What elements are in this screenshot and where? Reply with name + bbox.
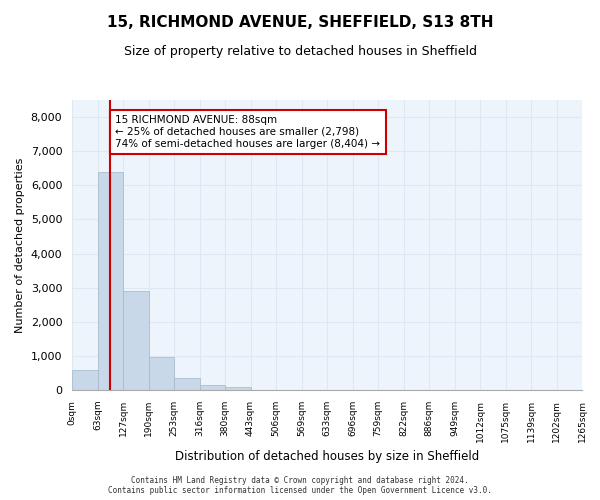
Text: 15, RICHMOND AVENUE, SHEFFIELD, S13 8TH: 15, RICHMOND AVENUE, SHEFFIELD, S13 8TH bbox=[107, 15, 493, 30]
Bar bbox=[97, 172, 123, 390]
Text: Contains HM Land Registry data © Crown copyright and database right 2024.
Contai: Contains HM Land Registry data © Crown c… bbox=[108, 476, 492, 495]
Bar bbox=[149, 357, 174, 390]
Text: Size of property relative to detached houses in Sheffield: Size of property relative to detached ho… bbox=[124, 45, 476, 58]
Y-axis label: Number of detached properties: Number of detached properties bbox=[15, 158, 25, 332]
Bar bbox=[225, 388, 251, 390]
Bar bbox=[174, 378, 199, 390]
Bar bbox=[72, 370, 97, 390]
Text: 15 RICHMOND AVENUE: 88sqm
← 25% of detached houses are smaller (2,798)
74% of se: 15 RICHMOND AVENUE: 88sqm ← 25% of detac… bbox=[115, 116, 380, 148]
Bar bbox=[199, 385, 225, 390]
X-axis label: Distribution of detached houses by size in Sheffield: Distribution of detached houses by size … bbox=[175, 450, 479, 463]
Bar bbox=[123, 291, 149, 390]
